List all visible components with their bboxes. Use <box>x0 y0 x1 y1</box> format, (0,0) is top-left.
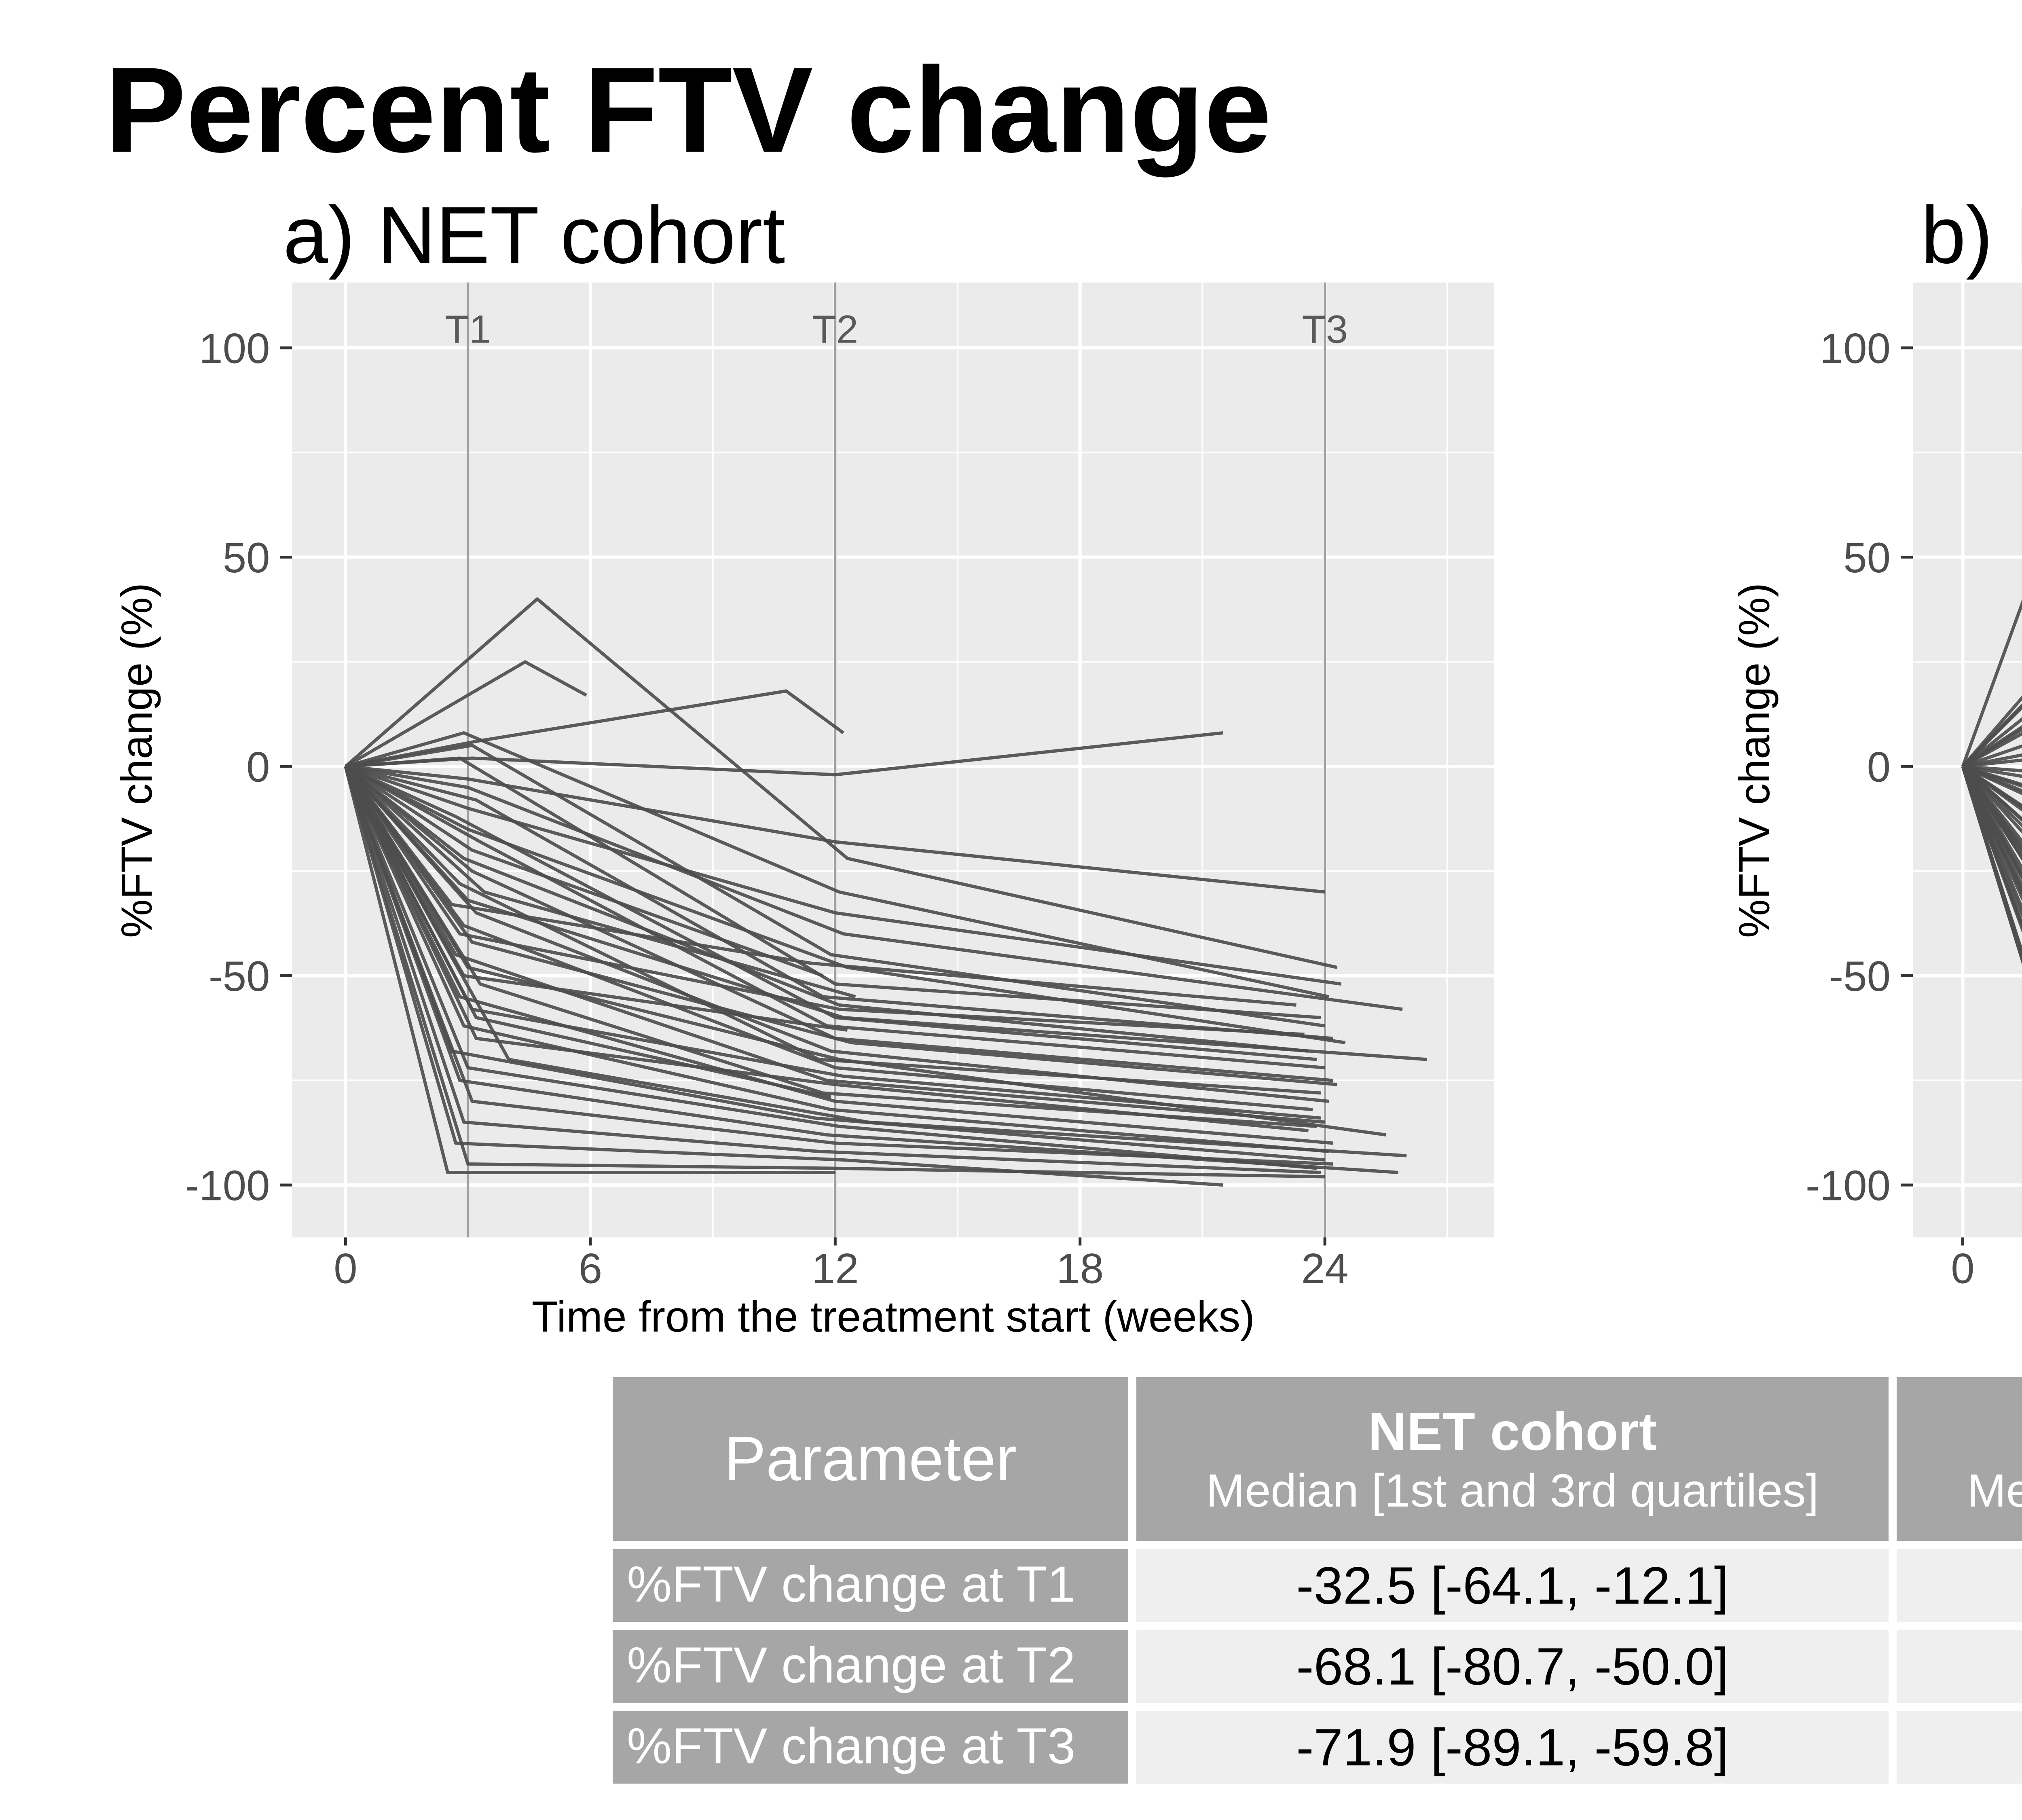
patient-trajectory-line <box>1961 765 2022 854</box>
x-tick-label: 6 <box>579 1245 602 1293</box>
patient-trajectory-line <box>1963 758 2022 768</box>
x-tick-label: 0 <box>1951 1245 1974 1293</box>
table-row-parameter-t1: %FTV change at T1 <box>613 1549 1128 1622</box>
x-tick-label: 12 <box>812 1245 859 1293</box>
patient-trajectory-line <box>344 765 1333 1082</box>
y-tick-label: 100 <box>1820 325 1891 372</box>
patient-trajectory-line <box>344 766 1309 1132</box>
patient-trajectory-line <box>344 766 1325 1179</box>
patient-trajectory-line <box>344 766 1317 1170</box>
patient-trajectory-line <box>344 765 1329 1103</box>
patient-trajectory-line <box>344 766 831 1099</box>
page-title: Percent FTV change <box>105 42 1272 178</box>
patient-trajectory-line <box>344 766 1333 1166</box>
patient-trajectory-line <box>345 765 1346 1044</box>
summary-table: Parameter NET cohort Median [1st and 3rd… <box>613 1377 2022 1784</box>
net-cohort-header-subtitle: Median [1st and 3rd quartiles] <box>1206 1464 1819 1517</box>
table-value-nac-t3: -93.5 [-98.1, -82.4] <box>1897 1711 2022 1784</box>
patient-trajectory-line <box>344 765 1305 1036</box>
patient-trajectory-line <box>344 766 1329 1153</box>
patient-trajectory-line <box>344 765 1325 1124</box>
net-cohort-chart: T1 T2 T3 0 6 12 18 24 100 50 0 -50 -100 Time from the… <box>112 282 1494 1341</box>
patient-trajectory-line <box>1961 695 2022 768</box>
patient-trajectory-line <box>344 766 1333 1145</box>
x-tick-label: 24 <box>1301 1245 1349 1293</box>
nac-cohort-header-subtitle: Median [1st and 3rd quartiles] <box>1967 1464 2022 1517</box>
table-header-net: NET cohort Median [1st and 3rd quartiles… <box>1136 1377 1889 1541</box>
patient-trajectory-line <box>1961 766 2022 881</box>
y-tick-label: 0 <box>246 744 270 791</box>
y-tick-label: 50 <box>1843 534 1891 582</box>
net-cohort-header-label: NET cohort <box>1368 1401 1657 1462</box>
table-row-parameter-t2: %FTV change at T2 <box>613 1630 1128 1703</box>
y-axis-title: %FTV change (%) <box>112 583 161 938</box>
table-header-nac: NAC cohort Median [1st and 3rd quartiles… <box>1897 1377 2022 1541</box>
patient-trajectory-line <box>344 765 1337 1086</box>
patient-trajectory-line <box>344 597 1338 969</box>
table-value-net-t2: -68.1 [-80.7, -50.0] <box>1136 1630 1889 1703</box>
table-value-net-t1: -32.5 [-64.1, -12.1] <box>1136 1549 1889 1622</box>
y-tick-label: 50 <box>223 534 270 582</box>
y-tick-label: -100 <box>185 1162 270 1210</box>
x-axis-title: Time from the treatment start (weeks) <box>532 1293 1255 1341</box>
table-value-nac-t1: -33.9 [-59.6, -11.2] <box>1897 1549 2022 1622</box>
x-tick-label: 0 <box>334 1245 357 1293</box>
plot-a-title: a) NET cohort <box>283 192 785 281</box>
x-tick-label: 18 <box>1056 1245 1104 1293</box>
patient-trajectory-line <box>344 766 1321 1174</box>
y-tick-label: 100 <box>199 325 270 372</box>
patient-trajectory-line <box>1961 766 2022 930</box>
timepoint-label: T2 <box>812 307 858 351</box>
patient-trajectory-line <box>344 765 856 999</box>
table-header-parameter: Parameter <box>613 1377 1128 1541</box>
patient-trajectory-line <box>1962 732 2022 768</box>
table-row-parameter-t3: %FTV change at T3 <box>613 1711 1128 1784</box>
patient-trajectory-line <box>1963 765 2022 772</box>
patient-trajectory-line <box>345 765 1342 986</box>
y-tick-label: -50 <box>1829 953 1891 1000</box>
patient-trajectory-line <box>345 765 1325 894</box>
table-value-nac-t2: -83.8 [-95.0, -60.8] <box>1897 1630 2022 1703</box>
table-value-net-t3: -71.9 [-89.1, -59.8] <box>1136 1711 1889 1784</box>
patient-trajectory-line <box>345 731 1329 999</box>
patient-trajectory-line <box>345 689 844 768</box>
patient-trajectory-line <box>344 766 835 1174</box>
y-tick-label: 0 <box>1867 744 1891 791</box>
patient-trajectory-line <box>345 660 587 768</box>
patient-trajectory-line <box>345 765 1309 1053</box>
patient-trajectory-line <box>344 766 1407 1158</box>
y-tick-label: -100 <box>1806 1162 1891 1210</box>
patient-trajectory-line <box>344 765 1297 1007</box>
patient-trajectory-line <box>345 765 824 978</box>
patient-trajectory-line <box>1961 766 2022 919</box>
patient-trajectory-line <box>345 744 1325 1028</box>
patient-trajectory-line <box>1961 766 2022 902</box>
timepoint-label: T1 <box>445 307 491 351</box>
patient-trajectory-line <box>345 765 1317 1061</box>
timepoint-label: T3 <box>1302 307 1348 351</box>
y-axis-title: %FTV change (%) <box>1730 583 1779 938</box>
plot-b-title: b) NAC cohort <box>1921 192 2022 281</box>
patient-trajectory-line <box>344 765 1317 1128</box>
y-tick-label: -50 <box>209 953 270 1000</box>
patient-trajectory-line <box>345 765 1333 1040</box>
